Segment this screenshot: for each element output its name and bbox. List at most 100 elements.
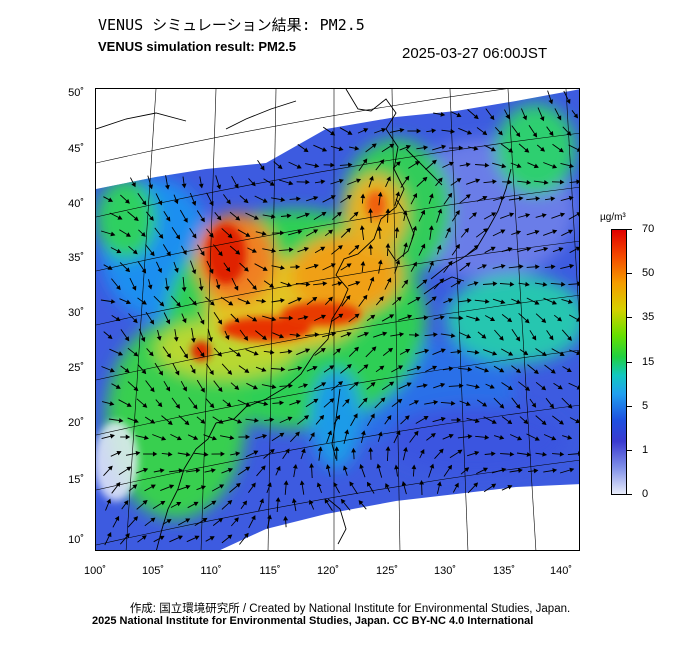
colorbar-tick-mark	[627, 362, 632, 363]
wind-arrow-head	[310, 432, 315, 438]
wind-arrow-head	[297, 366, 303, 371]
wind-arrow-head	[559, 179, 565, 185]
wind-arrow-head	[456, 280, 462, 285]
wind-arrow-head	[316, 482, 322, 488]
wind-arrow-head	[450, 128, 456, 134]
wind-arrow-head	[176, 502, 182, 507]
wind-arrow-head	[202, 517, 208, 523]
wind-arrow-head	[203, 451, 209, 457]
wind-arrow-head	[303, 415, 310, 420]
wind-arrow-head	[149, 319, 155, 325]
wind-arrow-head	[312, 365, 318, 371]
wind-arrow-head	[301, 448, 306, 454]
page-title-jp: VENUS シミュレーション結果: PM2.5	[98, 16, 365, 34]
wind-arrow-head	[436, 244, 442, 250]
wind-arrow-head	[261, 231, 267, 236]
wind-arrow-head	[522, 115, 528, 121]
wind-arrow-head	[296, 297, 302, 302]
wind-arrow-head	[260, 165, 265, 171]
wind-arrow-head	[543, 179, 549, 185]
wind-arrow-head	[250, 181, 256, 187]
wind-arrow-head	[475, 384, 480, 389]
wind-arrow-head	[335, 348, 341, 354]
wind-arrow-head	[174, 370, 180, 376]
colorbar-tick-mark	[627, 406, 632, 407]
wind-arrow-head	[403, 279, 409, 285]
wind-arrow-head	[149, 215, 154, 221]
wind-arrow-head	[195, 468, 201, 474]
wind-arrow-head	[491, 212, 497, 217]
wind-arrow-head	[269, 417, 275, 423]
wind-arrow-head	[413, 430, 419, 436]
wind-arrow-head	[116, 248, 122, 254]
wind-arrow-head	[577, 281, 579, 287]
wind-arrow-head	[456, 417, 462, 423]
wind-arrow-head	[338, 146, 344, 152]
wind-arrow-head	[370, 381, 376, 387]
wind-arrow-head	[132, 249, 138, 255]
wind-arrow-head	[336, 211, 342, 217]
wind-arrow-head	[368, 244, 374, 249]
wind-arrow-head	[507, 179, 513, 185]
wind-arrow-head	[125, 232, 131, 237]
wind-arrow-head	[303, 383, 309, 388]
wind-arrow-head	[243, 266, 249, 272]
wind-arrow-head	[368, 447, 374, 452]
wind-arrow-head	[330, 162, 335, 168]
wind-arrow-head	[363, 364, 369, 369]
wind-arrow-head	[109, 401, 115, 406]
wind-arrow-head	[415, 297, 421, 302]
wind-arrow-head	[517, 435, 523, 441]
wind-arrow-head	[429, 463, 435, 469]
wind-arrow-head	[440, 416, 446, 422]
wind-arrow-head	[107, 334, 113, 340]
wind-arrow-head	[448, 161, 454, 167]
wind-arrow-head	[403, 242, 408, 248]
wind-arrow-head	[243, 198, 249, 204]
wind-arrow-head	[191, 269, 197, 275]
wind-arrow-head	[337, 245, 343, 250]
wind-arrow-head	[253, 450, 259, 455]
wind-arrow-head	[320, 347, 326, 353]
wind-arrow-head	[344, 398, 350, 404]
wind-arrow-head	[235, 352, 242, 357]
wind-arrow-head	[275, 497, 281, 502]
wind-arrow-head	[141, 369, 147, 375]
wind-arrow-head	[354, 244, 360, 250]
wind-arrow-head	[147, 284, 153, 290]
wind-arrow-head	[526, 246, 532, 252]
wind-arrow-head	[395, 430, 401, 436]
wind-arrow-head	[499, 403, 505, 409]
wind-arrow-head	[550, 264, 556, 270]
wind-arrow-head	[568, 195, 574, 201]
wind-arrow-head	[225, 266, 231, 272]
wind-arrow-head	[107, 197, 114, 202]
wind-arrow-head	[149, 251, 155, 257]
wind-arrow-head	[447, 464, 453, 470]
wind-arrow-head	[500, 299, 506, 305]
wind-arrow-head	[377, 226, 383, 231]
wind-arrow-head	[164, 286, 170, 292]
wind-arrow-head	[447, 192, 453, 198]
wind-arrow-head	[200, 250, 205, 256]
wind-arrow-head	[209, 369, 214, 376]
wind-arrow-head	[353, 381, 359, 387]
wind-arrow-head	[458, 315, 464, 321]
wind-arrow-head	[552, 229, 558, 235]
wind-arrow-head	[253, 351, 259, 356]
wind-vector-field	[100, 90, 579, 546]
wind-arrow-head	[261, 335, 267, 341]
wind-arrow-head	[492, 179, 497, 185]
lat-label: 40˚	[68, 198, 84, 210]
wind-arrow-head	[303, 147, 309, 153]
wind-arrow-head	[465, 162, 471, 168]
lat-label: 15˚	[68, 474, 84, 486]
wind-arrow-head	[211, 468, 216, 473]
wind-arrow-head	[166, 519, 172, 524]
wind-arrow-head	[492, 281, 498, 287]
wind-arrow-head	[416, 128, 422, 134]
wind-arrow-head	[175, 234, 181, 240]
wind-arrow-head	[401, 480, 407, 486]
wind-arrow-head	[235, 249, 241, 255]
wind-arrow-head	[185, 451, 191, 457]
